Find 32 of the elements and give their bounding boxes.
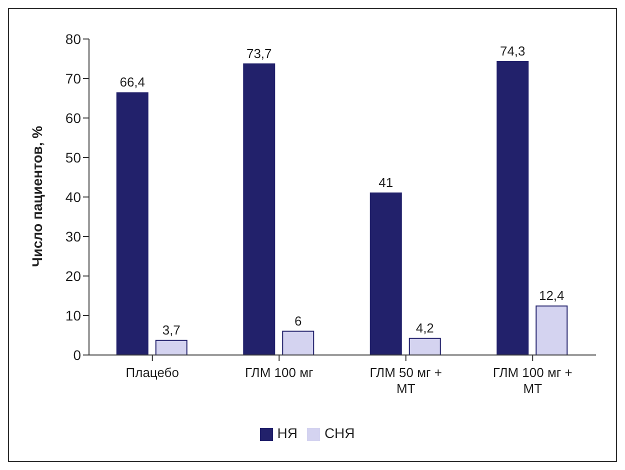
y-axis-title: Число пациентов, % <box>28 125 45 267</box>
bar <box>282 330 314 355</box>
bar <box>496 61 529 355</box>
y-tick-label: 70 <box>65 70 82 86</box>
x-tick-label: Плацебо <box>126 365 179 380</box>
data-label: 74,3 <box>500 44 526 59</box>
y-tick-label: 30 <box>65 228 82 244</box>
data-label: 41 <box>378 175 394 190</box>
bar <box>116 92 148 355</box>
data-label: 6 <box>294 313 302 328</box>
y-tick-label: 20 <box>65 268 82 284</box>
y-tick-label: 0 <box>73 346 82 363</box>
data-label: 66,4 <box>120 74 146 90</box>
y-tick-label: 50 <box>65 149 82 166</box>
x-tick-label: ГЛМ 50 мг + МТ <box>370 365 442 396</box>
legend-label: СНЯ <box>324 425 355 441</box>
legend-label: НЯ <box>277 425 298 441</box>
data-label: 4,2 <box>416 320 434 336</box>
bar <box>370 192 402 355</box>
data-label: 12,4 <box>538 288 564 304</box>
y-tick-label: 60 <box>65 110 82 126</box>
data-label: 73,7 <box>246 46 272 61</box>
bar <box>243 63 276 355</box>
x-tick-label: ГЛМ 100 мг <box>244 365 314 380</box>
bar <box>536 306 568 355</box>
bar <box>155 340 188 355</box>
x-tick-label: ГЛМ 100 мг + МТ <box>492 365 572 396</box>
y-tick-label: 10 <box>65 307 82 324</box>
bar <box>408 338 441 355</box>
data-label: 3,7 <box>162 322 180 338</box>
y-tick-label: 40 <box>65 188 82 205</box>
y-tick-label: 80 <box>65 30 82 47</box>
